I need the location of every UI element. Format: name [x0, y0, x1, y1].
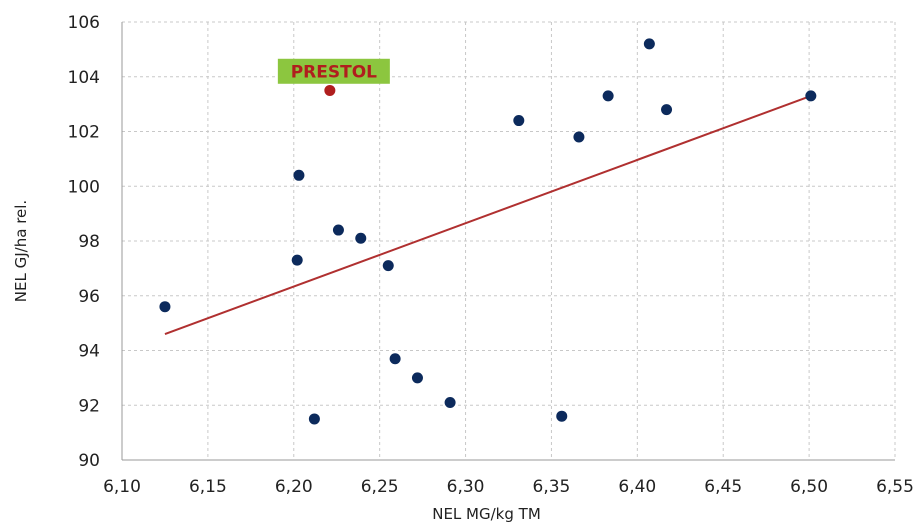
data-point: [444, 397, 456, 409]
trendline: [164, 94, 812, 336]
x-axis-title: NEL MG/kg TM: [432, 505, 541, 523]
data-point: [382, 260, 394, 272]
y-tick-label: 92: [78, 396, 100, 416]
data-point: [411, 372, 423, 384]
x-tick-label: 6,25: [361, 477, 399, 497]
x-tick-label: 6,15: [189, 477, 227, 497]
y-tick-label: 102: [68, 123, 100, 143]
annotation-background: [277, 58, 390, 84]
data-point: [602, 90, 614, 102]
data-point: [332, 224, 344, 236]
x-tick-label: 6,35: [533, 477, 571, 497]
data-point: [293, 169, 305, 181]
data-point: [573, 131, 585, 143]
x-tick-label: 6,50: [790, 477, 828, 497]
y-tick-label: 104: [68, 68, 100, 88]
data-point: [355, 232, 367, 244]
y-tick-label: 90: [78, 451, 100, 471]
data-point: [389, 353, 401, 365]
x-tick-label: 6,30: [447, 477, 485, 497]
y-tick-label: 100: [68, 177, 100, 197]
y-axis-title: NEL GJ/ha rel.: [12, 200, 30, 302]
y-tick-label: 96: [78, 287, 100, 307]
data-point: [159, 301, 171, 313]
y-tick-label: 106: [68, 13, 100, 33]
data-point: [513, 115, 525, 127]
data-point: [661, 104, 673, 116]
y-tick-label: 98: [78, 232, 100, 252]
data-point: [805, 90, 817, 102]
data-point: [556, 410, 568, 422]
x-tick-label: 6,40: [618, 477, 656, 497]
x-tick-label: 6,55: [876, 477, 914, 497]
highlight-data-point: [324, 84, 336, 96]
annotation-label: PRESTOL: [291, 62, 377, 82]
x-tick-label: 6,20: [275, 477, 313, 497]
data-point: [291, 254, 303, 266]
data-point: [308, 413, 320, 425]
x-tick-label: 6,45: [704, 477, 742, 497]
data-point: [643, 38, 655, 50]
x-tick-label: 6,10: [103, 477, 141, 497]
y-tick-label: 94: [78, 342, 100, 362]
